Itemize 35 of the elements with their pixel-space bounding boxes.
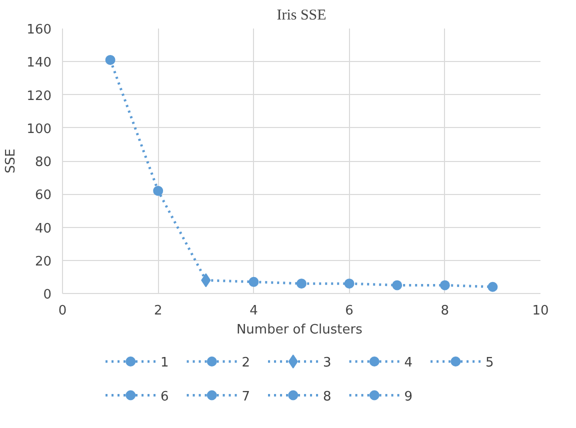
chart-title: Iris SSE [276,8,326,24]
y-tick-label: 20 [34,254,52,270]
legend-label: 3 [323,356,332,370]
y-tick-label: 160 [26,22,52,38]
y-tick-label: 40 [34,221,52,236]
point [153,186,164,196]
point [296,278,306,289]
legend-label: 4 [404,356,413,370]
x-tick-label: 6 [345,304,354,318]
point [105,54,116,65]
y-tick-label: 140 [26,56,52,71]
point [392,280,402,290]
y-tick-label: 0 [43,288,52,302]
x-tick-label: 10 [532,304,549,318]
y-tick-label: 100 [26,122,52,137]
y-axis-title: SSE [4,148,19,174]
legend-label: 2 [242,356,250,370]
point [344,278,354,289]
y-tick-label: 80 [34,155,52,170]
legend-label: 1 [160,356,169,370]
legend-label: 5 [486,356,494,370]
x-tick-label: 2 [154,304,162,318]
point [248,276,259,287]
x-tick-label: 0 [58,304,67,318]
y-tick-label: 60 [34,188,52,204]
legend-label: 8 [323,389,332,404]
legend-label: 6 [160,389,169,404]
x-tick-label: 4 [250,304,258,318]
legend-label: 9 [404,389,413,404]
y-tick-label: 120 [26,88,52,104]
x-axis-title: Number of Clusters [236,322,363,338]
point [440,280,450,290]
point [488,282,498,292]
x-tick-label: 8 [440,304,450,318]
legend-label: 7 [242,389,250,404]
